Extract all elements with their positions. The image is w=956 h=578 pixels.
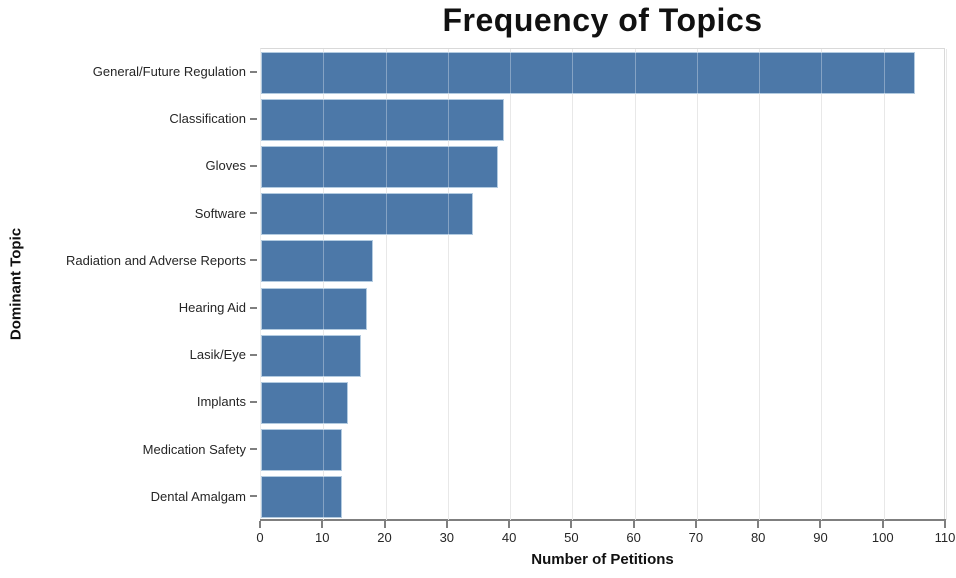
gridline	[510, 49, 512, 520]
x-tick-label: 80	[750, 530, 766, 545]
bar	[261, 429, 342, 472]
x-tick-label: 70	[688, 530, 704, 545]
bar	[261, 240, 374, 283]
x-tick-label: 100	[871, 530, 894, 545]
x-tick-mark	[383, 521, 386, 528]
x-tick-label: 40	[501, 530, 517, 545]
y-tick-mark	[250, 259, 257, 262]
x-tick-label: 20	[377, 530, 392, 545]
y-tick-mark	[250, 448, 257, 451]
gridline	[883, 49, 885, 520]
category-label: Medication Safety	[142, 441, 246, 457]
x-tick-mark	[508, 521, 511, 528]
y-tick-mark	[250, 495, 257, 498]
gridline-overlay	[759, 49, 761, 520]
x-tick-mark	[881, 521, 884, 528]
x-tick-mark	[819, 521, 822, 528]
bar	[261, 193, 473, 236]
gridline	[821, 49, 823, 520]
bar	[261, 334, 361, 377]
category-label: Lasik/Eye	[189, 347, 246, 363]
x-tick-label: 50	[564, 530, 579, 545]
x-tick-label: 60	[626, 530, 641, 545]
x-axis-line	[260, 519, 946, 521]
x-tick-mark	[757, 521, 760, 528]
x-tick-mark	[570, 521, 573, 528]
x-axis-title: Number of Petitions	[531, 551, 674, 568]
y-tick-mark	[250, 70, 257, 73]
category-label: Hearing Aid	[178, 300, 246, 315]
x-tick-label: 10	[315, 530, 330, 545]
gridline	[572, 49, 574, 520]
bar	[261, 287, 367, 330]
bar	[261, 98, 504, 141]
gridline	[634, 49, 636, 520]
x-tick-label: 0	[256, 530, 264, 545]
plot-area	[260, 48, 947, 520]
gridline	[447, 49, 449, 520]
chart-title: Frequency of Topics	[442, 2, 763, 38]
x-tick-mark	[445, 521, 448, 528]
x-tick-mark	[632, 521, 635, 528]
bar	[261, 382, 349, 424]
category-label: Dental Amalgam	[150, 488, 246, 504]
y-tick-mark	[250, 165, 257, 167]
category-label: General/Future Regulation	[92, 64, 246, 79]
gridline-overlay	[696, 49, 698, 520]
bar	[261, 51, 915, 94]
category-label: Software	[194, 205, 246, 221]
y-tick-mark	[250, 353, 257, 356]
y-tick-mark	[250, 212, 257, 215]
y-tick-mark	[250, 401, 257, 403]
bar	[261, 476, 342, 519]
x-tick-label: 110	[934, 530, 956, 545]
gridline-overlay	[883, 49, 885, 520]
gridline-overlay	[634, 49, 636, 520]
x-tick-label: 30	[439, 530, 455, 545]
gridline-overlay	[572, 49, 574, 520]
gridline	[323, 49, 325, 520]
gridline-overlay	[385, 49, 387, 520]
y-tick-mark	[250, 306, 257, 309]
gridline	[385, 49, 387, 520]
gridline-overlay	[510, 49, 512, 520]
x-tick-mark	[321, 521, 324, 528]
gridline	[946, 49, 947, 520]
category-label: Implants	[196, 394, 246, 410]
x-tick-mark	[944, 521, 946, 528]
gridline	[696, 49, 698, 520]
bar	[261, 146, 498, 188]
category-label: Classification	[169, 111, 246, 127]
x-tick-mark	[259, 521, 261, 528]
category-label: Gloves	[205, 158, 246, 174]
gridline-overlay	[323, 49, 325, 520]
gridline-overlay	[821, 49, 823, 520]
x-tick-mark	[694, 521, 697, 528]
category-label: Radiation and Adverse Reports	[66, 252, 246, 268]
gridline	[759, 49, 761, 520]
x-tick-label: 90	[813, 530, 828, 545]
gridline-overlay	[447, 49, 449, 520]
y-tick-mark	[250, 117, 257, 120]
gridline-overlay	[946, 49, 947, 520]
